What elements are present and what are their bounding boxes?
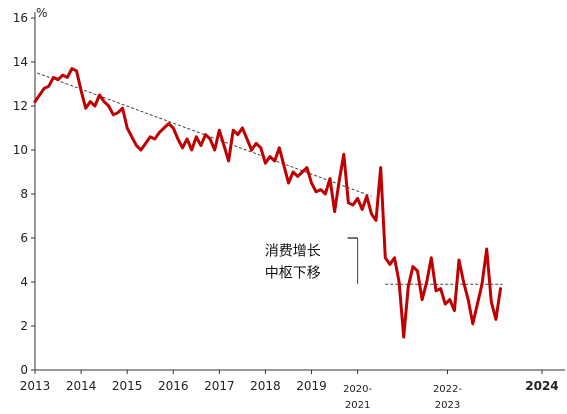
x-tick-label: 2014 [66,379,97,393]
x-tick-label: 2021 [345,400,370,411]
y-tick-label: 16 [13,11,28,25]
series-line [33,67,502,339]
x-tick-label: 2020- [343,384,372,395]
y-axis-ticks: 0 2 4 6 8 10 12 14 16 [13,11,35,377]
x-tick-label: 2015 [112,379,143,393]
y-tick-label: 10 [13,143,28,157]
y-unit-label: % [36,6,47,20]
y-tick-label: 6 [20,231,28,245]
annotation-text: 消费增长 [265,244,321,260]
x-tick-label: 2023 [435,400,460,411]
x-axis-ticks: 2013 2014 2015 2016 2017 2018 2019 2020- 2021 202… [20,370,559,411]
annotation-text: 中枢下移 [265,266,321,282]
x-tick-label: 2019 [296,379,327,393]
x-tick-label: 2018 [250,379,281,393]
x-tick-label: 2013 [20,379,51,393]
y-tick-label: 8 [20,187,28,201]
y-tick-label: 12 [13,99,28,113]
shift-bracket [347,237,359,285]
trend-line [37,72,372,197]
x-tick-label: 2022- [433,384,462,395]
y-tick-label: 4 [20,275,28,289]
y-tick-label: 14 [13,55,28,69]
series-layer [33,67,502,339]
y-tick-label: 2 [20,319,28,333]
y-tick-label: 0 [20,363,28,377]
x-tick-label: 2017 [204,379,235,393]
chart-axes [34,12,565,371]
x-tick-label: 2024 [525,379,558,393]
x-tick-label: 2016 [158,379,189,393]
